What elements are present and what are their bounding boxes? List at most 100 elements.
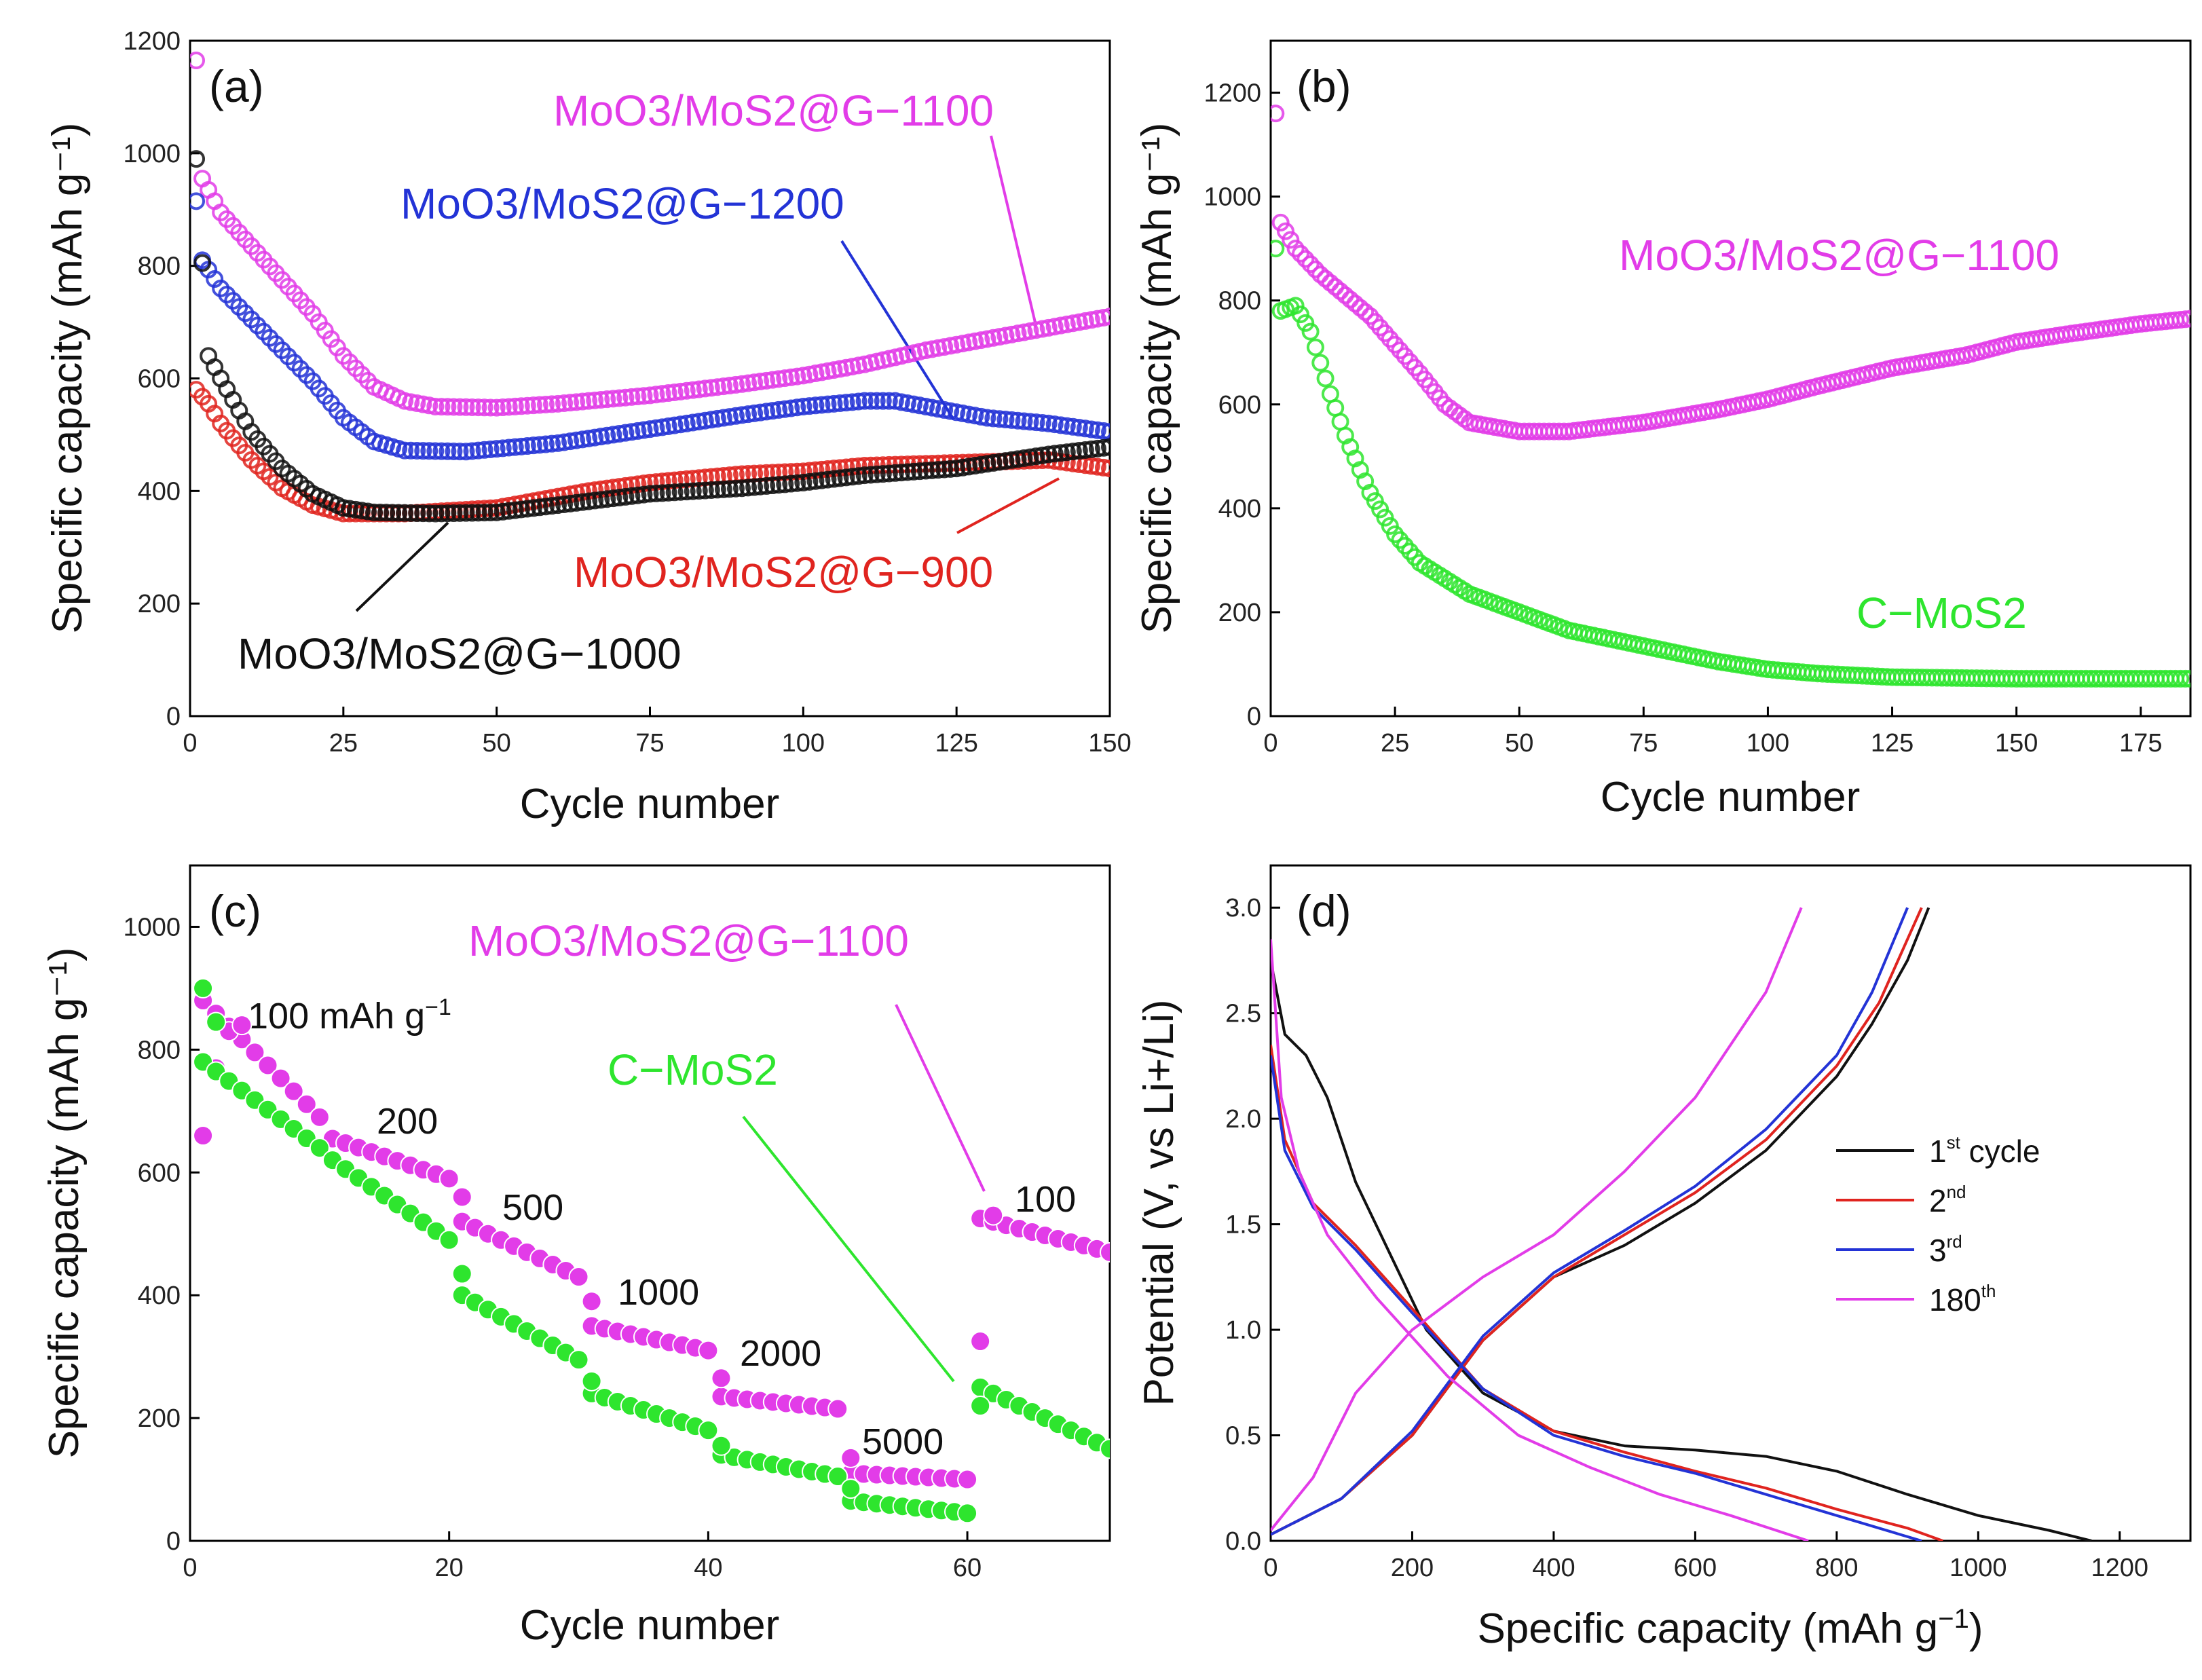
point-a-black xyxy=(708,481,726,499)
point-a-blue xyxy=(647,419,665,437)
point-a-magenta xyxy=(629,388,647,406)
point-a-magenta xyxy=(677,381,696,400)
point-a-blue xyxy=(1021,413,1039,431)
point-b-magenta xyxy=(1282,231,1300,249)
point-a-blue xyxy=(414,442,432,460)
point-a-black xyxy=(898,463,916,481)
point-a-blue xyxy=(1064,417,1082,436)
point-a-magenta xyxy=(530,396,548,414)
point-a-black xyxy=(671,483,690,501)
point-a-blue xyxy=(463,442,481,460)
panel-b-ytick-label: 600 xyxy=(1218,391,1261,419)
panel-b-ytick-label: 400 xyxy=(1218,495,1261,523)
point-a-blue xyxy=(806,396,825,415)
point-a-blue xyxy=(629,422,647,440)
point-a-black xyxy=(751,477,770,496)
point-a-black xyxy=(745,478,764,496)
point-a-blue xyxy=(978,409,996,427)
panel-b-frame xyxy=(1269,39,2192,717)
point-a-blue xyxy=(469,441,487,460)
point-a-blue xyxy=(1070,419,1088,437)
point-a-black xyxy=(432,504,451,523)
point-c-magenta xyxy=(698,1340,719,1361)
point-a-blue xyxy=(1058,417,1076,435)
point-a-black xyxy=(426,504,445,523)
panel-b-ytick-label: 0 xyxy=(1247,703,1261,731)
point-a-black xyxy=(653,484,671,502)
point-a-black xyxy=(518,500,536,518)
point-a-blue xyxy=(481,440,500,458)
point-c-magenta xyxy=(244,1042,265,1063)
point-a-magenta xyxy=(586,391,604,409)
point-a-blue xyxy=(1003,411,1021,429)
panel-d-label: (d) xyxy=(1296,886,1351,936)
panel-b-xtick-label: 25 xyxy=(1381,729,1409,758)
point-a-black xyxy=(874,465,892,483)
point-a-black xyxy=(1101,438,1110,456)
point-a-blue xyxy=(1082,420,1100,438)
point-a-blue xyxy=(659,417,677,435)
point-a-blue xyxy=(451,443,469,461)
point-a-black xyxy=(463,504,481,522)
point-c-green xyxy=(957,1503,978,1524)
point-a-magenta xyxy=(659,384,677,403)
point-a-magenta xyxy=(604,390,622,408)
point-a-blue xyxy=(549,434,567,452)
point-a-blue xyxy=(536,435,555,453)
point-a-black xyxy=(555,495,574,513)
annotation-b-cmos2: C−MoS2 xyxy=(1856,589,2027,637)
leader-c-1100 xyxy=(895,1004,986,1192)
point-a-magenta xyxy=(500,398,518,416)
point-c-green xyxy=(698,1420,719,1441)
point-a-black xyxy=(469,504,487,522)
point-a-blue xyxy=(604,426,622,444)
point-c-magenta xyxy=(309,1106,330,1127)
point-c-green xyxy=(568,1349,589,1370)
annotation-a-1200: MoO3/MoS2@G−1200 xyxy=(400,179,844,228)
point-a-black xyxy=(886,464,904,482)
point-a-magenta xyxy=(524,396,542,415)
point-a-black xyxy=(972,455,990,474)
point-c-magenta xyxy=(568,1267,589,1288)
panel-d-xtick-label: 800 xyxy=(1815,1554,1858,1582)
point-a-black xyxy=(1076,441,1094,459)
point-b-magenta xyxy=(2182,310,2190,328)
point-a-black xyxy=(524,499,542,517)
point-c-green-extra xyxy=(840,1478,861,1499)
point-a-black xyxy=(487,503,506,521)
point-a-black xyxy=(635,485,653,504)
panel-d-ytick-label: 0.0 xyxy=(1225,1527,1261,1556)
point-a-black xyxy=(512,500,530,519)
panel-c-xtick-label: 40 xyxy=(694,1554,722,1582)
line-d-3rd-discharge xyxy=(1271,1055,1922,1541)
point-c-magenta xyxy=(1100,1242,1110,1263)
panel-d-xtick-label: 0 xyxy=(1263,1554,1277,1582)
point-a-red xyxy=(1101,460,1110,478)
point-a-magenta xyxy=(770,370,788,388)
point-a-magenta xyxy=(561,394,580,412)
point-a-magenta xyxy=(745,373,764,392)
point-b-green xyxy=(2176,669,2190,688)
point-a-black xyxy=(659,483,677,502)
rate-label-2000: 2000 xyxy=(740,1333,821,1374)
point-a-blue xyxy=(837,394,855,412)
point-c-green-extra xyxy=(451,1263,472,1284)
point-a-blue xyxy=(867,392,886,410)
rate-label-100-return: 100 xyxy=(1015,1179,1076,1220)
point-a-black xyxy=(438,504,457,523)
point-a-black xyxy=(764,477,782,495)
point-b-magenta xyxy=(1296,250,1315,268)
point-c-green-extra xyxy=(970,1396,991,1416)
point-a-blue xyxy=(671,415,690,434)
point-a-blue xyxy=(475,441,493,459)
panel-b-ylabel: Specific capacity (mAh g⁻¹) xyxy=(1134,123,1180,634)
point-a-black xyxy=(481,504,500,522)
point-a-blue xyxy=(542,434,561,453)
point-a-magenta xyxy=(714,377,732,396)
panel-c-plot-area xyxy=(193,977,1110,1524)
point-a-magenta xyxy=(475,398,493,417)
point-a-black xyxy=(500,502,518,520)
point-a-blue xyxy=(739,405,758,424)
point-a-blue xyxy=(684,413,702,432)
point-a-black xyxy=(714,480,732,498)
